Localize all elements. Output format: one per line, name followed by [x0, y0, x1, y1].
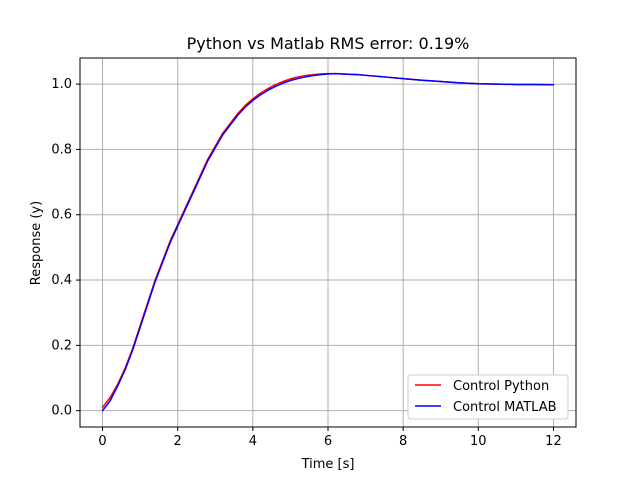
y-tick-label: 0.4 — [51, 273, 72, 288]
x-tick-label: 12 — [545, 434, 562, 449]
legend-matlab-label: Control MATLAB — [453, 400, 557, 415]
x-tick-label: 10 — [470, 434, 487, 449]
chart-title: Python vs Matlab RMS error: 0.19% — [187, 34, 470, 53]
tick-layer: 0 2 4 6 8 10 12 0.0 0.2 0.4 0.6 0.8 1.0 — [51, 77, 561, 449]
y-tick-label: 0.6 — [51, 208, 72, 223]
legend: Control Python Control MATLAB — [407, 374, 569, 420]
y-tick-label: 0.0 — [51, 404, 72, 419]
series-layer — [101, 72, 555, 412]
x-tick-label: 2 — [174, 434, 182, 449]
legend-box — [407, 374, 569, 420]
y-tick-label: 0.2 — [51, 338, 72, 353]
x-axis-label: Time [s] — [301, 457, 355, 472]
x-tick-label: 6 — [324, 434, 332, 449]
x-tick-label: 8 — [399, 434, 407, 449]
y-axis-label: Response (y) — [29, 201, 44, 285]
series-line-control-matlab — [101, 72, 555, 412]
x-tick-label: 0 — [98, 434, 106, 449]
y-tick-label: 0.8 — [51, 142, 72, 157]
y-tick-label: 1.0 — [51, 77, 72, 92]
legend-python-label: Control Python — [453, 379, 549, 394]
x-tick-label: 4 — [249, 434, 257, 449]
